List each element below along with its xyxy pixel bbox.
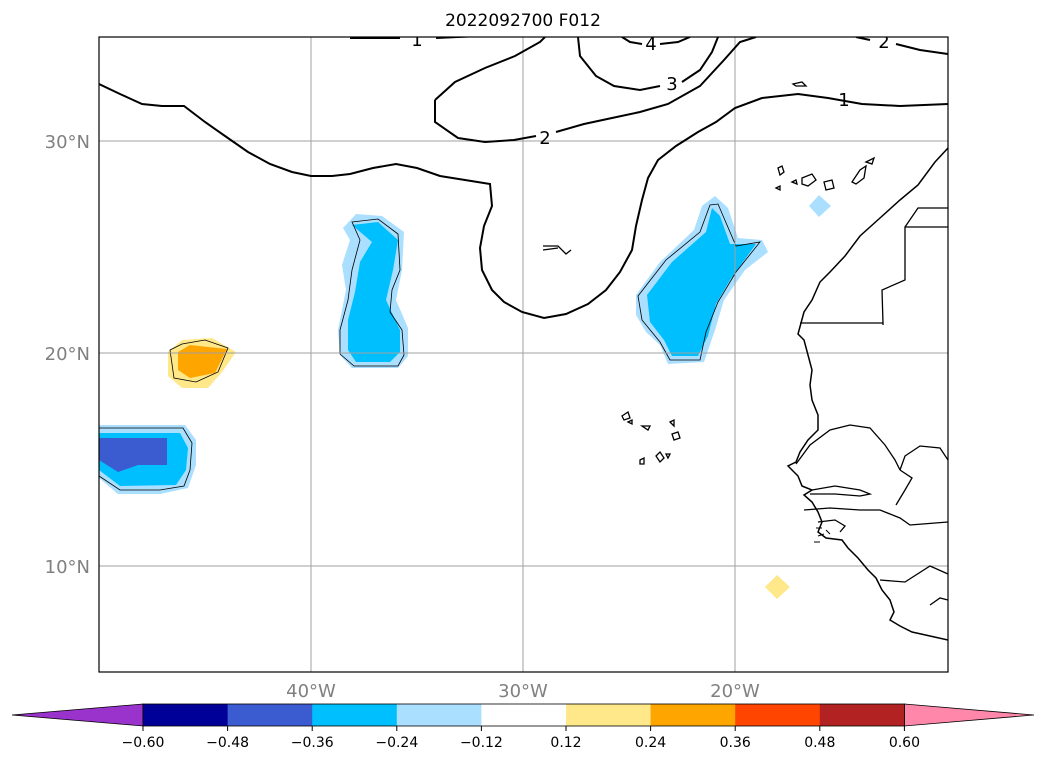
anomaly-blob-west-royal <box>99 438 167 472</box>
colorbar-tick-label: 0.24 <box>635 735 666 751</box>
colorbar-segment <box>143 704 229 726</box>
colorbar-segment <box>396 704 482 726</box>
country-borders <box>800 207 948 606</box>
colorbar-tick-label: −0.60 <box>122 735 165 751</box>
cape-verde-islands <box>621 410 681 465</box>
lat-label-30n: 30°N <box>45 132 90 153</box>
colorbar-extend-low <box>11 703 144 727</box>
colorbar-segment <box>227 704 313 726</box>
bissagos-islands <box>814 527 831 543</box>
colorbar: −0.60 −0.48 −0.36 −0.24 −0.12 0.12 0.24 0.36 0.4… <box>11 703 1035 751</box>
colorbar-segment <box>566 704 652 726</box>
colorbar-extend-high <box>904 703 1035 727</box>
colorbar-segment <box>312 704 398 726</box>
lat-label-20n: 20°N <box>45 344 90 365</box>
anomaly-blob-east-blue <box>647 208 756 356</box>
contour-label: 1 <box>411 30 422 51</box>
contour-lines <box>99 37 948 320</box>
small-island-north <box>791 81 808 87</box>
anomaly-contour-east <box>637 203 761 361</box>
contour-labels: 1 4 2 3 2 1 <box>411 30 889 149</box>
colorbar-outline <box>142 703 905 727</box>
map-frame <box>98 36 949 673</box>
gridlines <box>99 37 948 672</box>
canary-islands <box>774 156 876 192</box>
colorbar-segment <box>735 704 821 726</box>
colorbar-segment <box>650 704 736 726</box>
anomaly-contour-orange <box>169 339 229 383</box>
colorbar-tick-label: −0.48 <box>206 735 249 751</box>
colorbar-segment <box>819 704 905 726</box>
anomaly-small-blue <box>809 195 831 217</box>
anomaly-small-yellow <box>765 575 790 599</box>
colorbar-tick-label: 0.48 <box>804 735 835 751</box>
contour-label: 2 <box>539 128 550 149</box>
colorbar-tick-label: −0.24 <box>375 735 418 751</box>
colorbar-tick-label: −0.12 <box>460 735 503 751</box>
contour-label: 1 <box>838 90 849 111</box>
anomaly-contour-west <box>99 427 193 491</box>
colorbar-tick-label: −0.36 <box>291 735 334 751</box>
colorbar-tick-label: 0.12 <box>550 735 581 751</box>
colorbar-tick-label: 0.36 <box>720 735 751 751</box>
lat-label-10n: 10°N <box>45 557 90 578</box>
africa-coastline <box>786 147 948 641</box>
contour-label: 4 <box>645 34 656 55</box>
map-title: 2022092700 F012 <box>445 11 601 31</box>
lon-label-30w: 30°W <box>498 681 548 702</box>
anomaly-contour-central <box>339 218 405 367</box>
colorbar-tick-label: 0.60 <box>889 735 920 751</box>
senegal-border <box>795 424 901 471</box>
small-island-mid <box>542 245 572 255</box>
anomaly-blob-central-blue <box>348 222 400 362</box>
colorbar-segment <box>481 704 567 726</box>
lon-label-40w: 40°W <box>286 681 336 702</box>
contour-label: 3 <box>666 74 677 95</box>
contour-label: 2 <box>878 32 889 53</box>
lon-label-20w: 20°W <box>710 681 760 702</box>
